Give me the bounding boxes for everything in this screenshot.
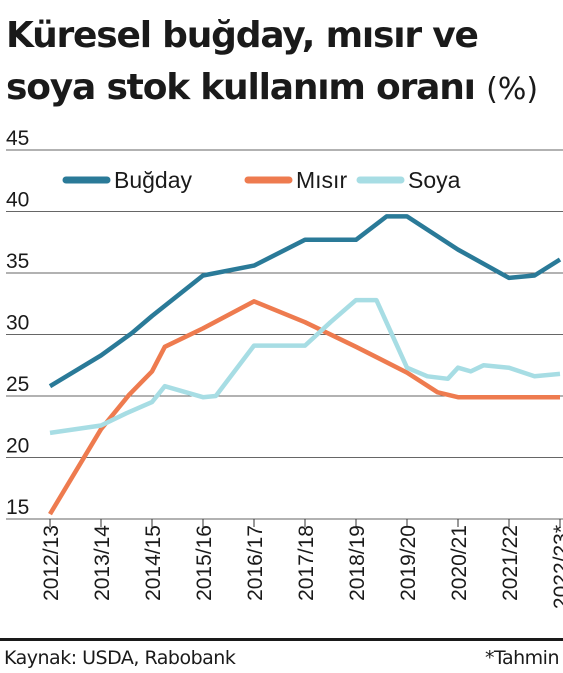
x-tick-label: 2017/18 <box>295 525 318 601</box>
y-tick-label: 20 <box>6 435 29 458</box>
title-unit: (%) <box>486 72 539 107</box>
legend-label: Mısır <box>296 167 347 193</box>
title-line-1: Küresel buğday, mısır ve <box>6 15 479 56</box>
x-tick-label: 2019/20 <box>397 525 420 601</box>
x-tick-label: 2016/17 <box>244 525 267 601</box>
x-tick-label: 2020/21 <box>448 525 471 601</box>
footer: Kaynak: USDA, Rabobank *Tahmin <box>0 638 563 673</box>
footer-divider <box>0 638 563 641</box>
footnote-text: *Tahmin <box>485 647 559 669</box>
y-tick-label: 15 <box>6 496 29 519</box>
title-line-2: soya stok kullanım oranı (%) <box>6 62 561 116</box>
x-tick-label: 2015/16 <box>193 525 216 601</box>
x-tick-label: 2013/14 <box>91 525 114 601</box>
y-tick-label: 25 <box>6 373 29 396</box>
legend-label: Buğday <box>114 167 193 193</box>
series-line-1 <box>48 214 562 389</box>
x-tick-label: 2018/19 <box>346 525 369 601</box>
chart-title: Küresel buğday, mısır ve soya stok kulla… <box>6 10 561 116</box>
series-line-3 <box>49 297 561 436</box>
y-tick-label: 35 <box>6 250 29 273</box>
x-tick-label: 2014/15 <box>142 525 165 601</box>
x-tick-label: 2022/23* <box>550 525 563 609</box>
x-tick-label: 2021/22 <box>499 525 522 601</box>
y-tick-label: 40 <box>6 189 29 212</box>
source-text: Kaynak: USDA, Rabobank <box>4 647 236 669</box>
series-line-2 <box>48 299 560 516</box>
y-tick-label: 45 <box>6 127 29 150</box>
title-line-2-text: soya stok kullanım oranı <box>6 67 476 108</box>
y-tick-label: 30 <box>6 312 29 335</box>
legend-label: Soya <box>408 167 461 193</box>
line-chart: 15 20 25 30 35 40 45 2012/13 2013/14 2014/15 2015/… <box>6 127 563 609</box>
x-tick-label: 2012/13 <box>40 525 63 601</box>
